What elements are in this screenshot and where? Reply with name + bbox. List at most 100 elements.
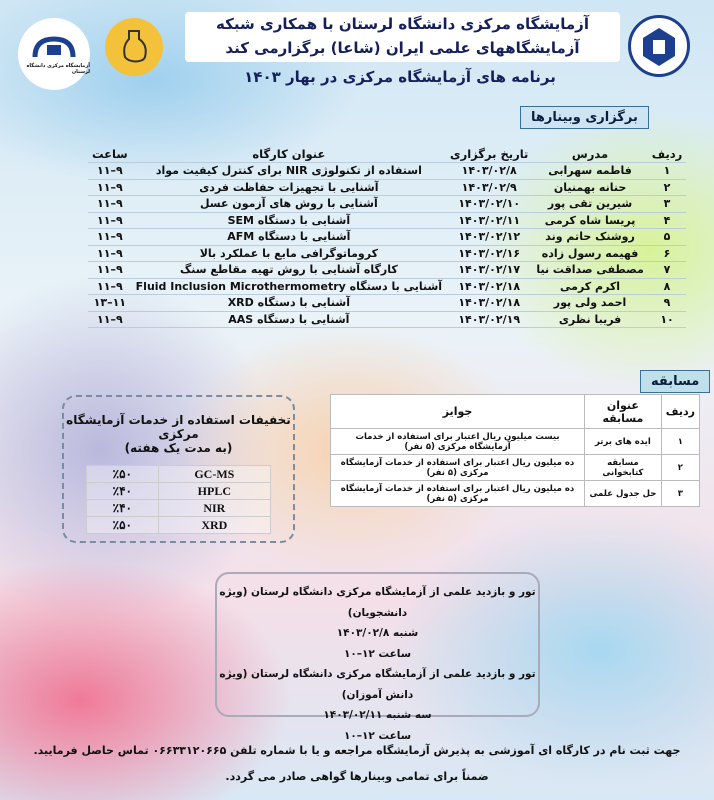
webinar-row: ۵ روشنک حاتم وند ۱۴۰۳/۰۲/۱۲ آشنایی با دستگا…: [88, 228, 687, 246]
webinar-cell: ۹: [647, 294, 687, 312]
webinar-cell: ۱۴۰۳/۰۲/۹: [446, 179, 533, 196]
contest-row: ۱ ایده های برتر بیست میلیون ریال اعتبار بر…: [329, 428, 701, 455]
webinar-cell: ۹–۱۱: [88, 311, 132, 328]
discount-row: GC-MS ٪۵۰: [86, 465, 272, 483]
webinar-cell: پریسا شاه کرمی: [532, 212, 648, 229]
webinar-cell: شیرین تقی پور: [532, 195, 648, 213]
contest-cell: ایده های برتر: [584, 428, 662, 455]
discount-instrument: NIR: [157, 499, 272, 517]
webinar-cell: ۱۴۰۳/۰۲/۱۸: [446, 294, 533, 312]
tour-line: ساعت ۱۲–۱۰: [343, 647, 412, 660]
webinar-cell: ۹–۱۱: [88, 195, 132, 213]
webinar-cell: آشنایی با دستگاه AAS: [131, 311, 447, 328]
webinar-cell: کروماتوگرافی مایع با عملکرد بالا: [131, 245, 447, 262]
tour-line: شنبه ۱۴۰۳/۰۲/۸: [336, 627, 419, 639]
discounts-table: GC-MS ٪۵۰ HPLC ٪۴۰ NIR ٪۴۰ XRD ٪۵۰: [86, 465, 272, 534]
webinar-cell: آشنایی با تجهیزات حفاظت فردی: [131, 179, 447, 196]
webinar-cell: ۸: [647, 278, 687, 295]
tour-line: سه شنبه ۱۴۰۳/۰۲/۱۱: [323, 709, 432, 721]
contest-table: ردیف عنوان مسابقه جوایز ۱ ایده های برتر بیست…: [329, 394, 701, 507]
page-subtitle: برنامه های آزمایشگاه مرکزی در بهار ۱۴۰۳: [244, 68, 556, 86]
discount-percent: ٪۵۰: [86, 516, 159, 534]
webinar-cell: ۹–۱۱: [88, 212, 132, 229]
contest-header: جوایز: [329, 394, 586, 429]
webinar-cell: آشنایی با دستگاه SEM: [131, 212, 447, 229]
discount-instrument: XRD: [157, 516, 272, 534]
discount-percent: ٪۴۰: [86, 482, 159, 500]
contest-cell: بیست میلیون ریال اعتبار برای استفاده از …: [329, 428, 586, 455]
webinar-cell: ۷: [647, 261, 687, 279]
webinar-cell: ۱۴۰۳/۰۲/۱۷: [446, 261, 533, 279]
webinar-cell: احمد ولی پور: [532, 294, 648, 312]
webinar-cell: آشنایی با دستگاه XRD: [131, 294, 447, 312]
contest-cell: ۲: [660, 454, 701, 481]
discount-row: NIR ٪۴۰: [86, 499, 272, 517]
webinar-cell: فهیمه رسول زاده: [532, 245, 648, 262]
webinar-cell: ۳: [647, 195, 687, 213]
webinar-row: ۶ فهیمه رسول زاده ۱۴۰۳/۰۲/۱۶ کروماتوگرافی م…: [88, 245, 687, 262]
discount-percent: ٪۵۰: [86, 465, 159, 483]
tour-line: تور و بازدید علمی از آزمایشگاه مرکزی دان…: [219, 668, 536, 701]
webinars-label: برگزاری وبینارها: [520, 106, 649, 129]
webinar-row: ۱۰ فریبا نظری ۱۴۰۳/۰۲/۱۹ آشنایی با دستگاه A…: [88, 311, 687, 328]
discount-row: XRD ٪۵۰: [86, 516, 272, 534]
contest-header: ردیف: [660, 394, 701, 429]
webinar-cell: ۹–۱۱: [88, 179, 132, 196]
webinars-header: ردیف: [647, 146, 687, 163]
webinar-cell: اکرم کرمی: [532, 278, 648, 295]
discount-row: HPLC ٪۴۰: [86, 482, 272, 500]
webinars-header: تاریخ برگزاری: [446, 146, 533, 163]
webinar-row: ۲ حنانه بهمنیان ۱۴۰۳/۰۲/۹ آشنایی با تجهیزات…: [88, 179, 687, 196]
contest-cell: ده میلیون ریال اعتبار برای استفاده از خد…: [329, 480, 586, 507]
webinar-cell: ۱۴۰۳/۰۲/۱۲: [446, 228, 533, 246]
discount-instrument: GC-MS: [157, 465, 272, 483]
webinar-cell: فاطمه سهرابی: [532, 162, 648, 180]
webinar-cell: ۹–۱۱: [88, 162, 132, 180]
webinar-cell: ۱۴۰۳/۰۲/۱۹: [446, 311, 533, 328]
webinars-header: ساعت: [88, 146, 132, 163]
header-box: آزمایشگاه مرکزی دانشگاه لرستان با همکاری…: [185, 12, 620, 62]
webinar-cell: استفاده از تکنولوژی NIR برای کنترل کیفیت…: [131, 162, 447, 180]
webinar-cell: ۹–۱۱: [88, 245, 132, 262]
contest-header: عنوان مسابقه: [584, 394, 662, 429]
webinar-cell: ۱۴۰۳/۰۲/۱۸: [446, 278, 533, 295]
lorestan-university-logo: [628, 15, 690, 77]
webinar-row: ۷ مصطفی صداقت نیا ۱۴۰۳/۰۲/۱۷ کارگاه آشنایی …: [88, 261, 687, 279]
contest-cell: حل جدول علمی: [584, 480, 662, 507]
tour-line: ساعت ۱۲–۱۰: [343, 729, 412, 742]
header-line2: آزمایشگاههای علمی ایران (شاعا) برگزارمی …: [225, 39, 580, 57]
discounts-title: تخفیفات استفاده از خدمات آزمایشگاه مرکزی: [66, 413, 291, 441]
discount-instrument: HPLC: [157, 482, 272, 500]
webinar-cell: ۱۴۰۳/۰۲/۱۱: [446, 212, 533, 229]
webinar-cell: ۱۰: [647, 311, 687, 328]
discount-percent: ٪۴۰: [86, 499, 159, 517]
discounts-subtitle: (به مدت یک هفته): [124, 441, 233, 455]
central-lab-logo: آزمایشگاه مرکزی دانشگاه لرستان: [18, 18, 90, 90]
tour-line: تور و بازدید علمی از آزمایشگاه مرکزی دان…: [219, 586, 536, 619]
webinar-row: ۴ پریسا شاه کرمی ۱۴۰۳/۰۲/۱۱ آشنایی با دستگا…: [88, 212, 687, 229]
webinar-cell: کارگاه آشنایی با روش تهیه مقاطع سنگ: [131, 261, 447, 279]
webinar-cell: ۱۴۰۳/۰۲/۱۰: [446, 195, 533, 213]
webinar-cell: مصطفی صداقت نیا: [532, 261, 648, 279]
webinar-cell: ۶: [647, 245, 687, 262]
webinar-cell: آشنایی با روش های آزمون عسل: [131, 195, 447, 213]
webinar-cell: ۱: [647, 162, 687, 180]
webinar-cell: فریبا نظری: [532, 311, 648, 328]
webinar-cell: آشنایی با دستگاه Fluid Inclusion Microth…: [131, 278, 447, 295]
webinar-cell: ۱۱–۱۳: [88, 294, 132, 312]
webinar-cell: ۹–۱۱: [88, 261, 132, 279]
contest-row: ۳ حل جدول علمی ده میلیون ریال اعتبار برای …: [329, 480, 701, 507]
contest-cell: ۱: [660, 428, 701, 455]
webinar-row: ۹ احمد ولی پور ۱۴۰۳/۰۲/۱۸ آشنایی با دستگاه …: [88, 294, 687, 312]
webinar-cell: ۹–۱۱: [88, 278, 132, 295]
footer-notice: جهت ثبت نام در کارگاه ای آموزشی به پذیرش…: [30, 738, 684, 790]
webinar-cell: ۱۴۰۳/۰۲/۸: [446, 162, 533, 180]
contest-label: مسابقه: [640, 370, 711, 393]
webinar-cell: حنانه بهمنیان: [532, 179, 648, 196]
webinars-header: عنوان کارگاه: [131, 146, 447, 163]
webinars-header: مدرس: [532, 146, 648, 163]
webinar-cell: روشنک حاتم وند: [532, 228, 648, 246]
footer-line1: جهت ثبت نام در کارگاه ای آموزشی به پذیرش…: [33, 744, 681, 757]
header-line1: آزمایشگاه مرکزی دانشگاه لرستان با همکاری…: [216, 15, 589, 33]
